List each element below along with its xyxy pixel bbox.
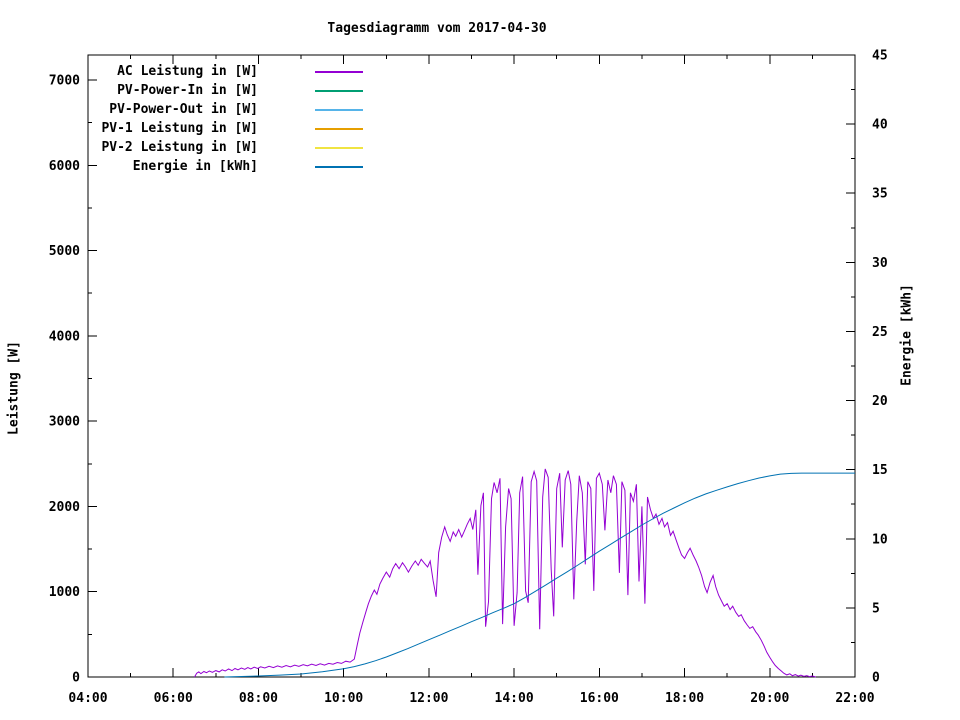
legend-item: PV-Power-Out in [W]: [98, 100, 363, 119]
legend-label: AC Leistung in [W]: [117, 64, 258, 79]
legend-item: PV-1 Leistung in [W]: [98, 119, 363, 138]
legend: AC Leistung in [W] PV-Power-In in [W] PV…: [98, 62, 363, 176]
legend-label: PV-2 Leistung in [W]: [101, 140, 258, 155]
legend-item: Energie in [kWh]: [98, 157, 363, 176]
legend-line-sample: [315, 146, 363, 149]
y2-tick-label: 30: [872, 256, 888, 271]
x-tick-label: 20:00: [750, 691, 789, 706]
series-line-ac-leistung-in-w: [194, 468, 816, 678]
legend-line-sample: [315, 108, 363, 111]
y1-tick-label: 7000: [49, 73, 80, 88]
y2-tick-label: 25: [872, 325, 888, 340]
y2-tick-label: 40: [872, 118, 888, 133]
y1-tick-label: 6000: [49, 159, 80, 174]
x-tick-label: 16:00: [580, 691, 619, 706]
x-tick-label: 10:00: [324, 691, 363, 706]
y2-tick-label: 20: [872, 394, 888, 409]
y1-tick-label: 5000: [49, 244, 80, 259]
legend-label: PV-1 Leistung in [W]: [101, 121, 258, 136]
legend-label: PV-Power-In in [W]: [117, 83, 258, 98]
chart-title: Tagesdiagramm vom 2017-04-30: [327, 21, 547, 36]
x-tick-label: 08:00: [239, 691, 278, 706]
y2-tick-label: 5: [872, 601, 880, 616]
legend-item: PV-2 Leistung in [W]: [98, 138, 363, 157]
y2-tick-label: 45: [872, 49, 888, 64]
x-tick-label: 12:00: [409, 691, 448, 706]
legend-line-sample: [315, 165, 363, 168]
x-tick-label: 14:00: [495, 691, 534, 706]
series-line-energie-in-kwh: [224, 472, 855, 678]
legend-item: AC Leistung in [W]: [98, 62, 363, 81]
legend-line-sample: [315, 70, 363, 73]
y2-tick-label: 35: [872, 187, 888, 202]
y1-tick-label: 1000: [49, 585, 80, 600]
y2-tick-label: 10: [872, 532, 888, 547]
legend-label: PV-Power-Out in [W]: [109, 102, 258, 117]
y2-tick-label: 0: [872, 671, 880, 686]
y1-tick-label: 2000: [49, 500, 80, 515]
y1-tick-label: 4000: [49, 329, 80, 344]
legend-label: Energie in [kWh]: [132, 159, 258, 174]
legend-line-sample: [315, 89, 363, 92]
x-tick-label: 18:00: [665, 691, 704, 706]
y2-tick-label: 15: [872, 463, 888, 478]
legend-line-sample: [315, 127, 363, 130]
legend-item: PV-Power-In in [W]: [98, 81, 363, 100]
x-tick-label: 06:00: [154, 691, 193, 706]
x-tick-label: 22:00: [835, 691, 874, 706]
x-tick-label: 04:00: [68, 691, 107, 706]
y1-tick-label: 3000: [49, 415, 80, 430]
y1-tick-label: 0: [72, 671, 80, 686]
